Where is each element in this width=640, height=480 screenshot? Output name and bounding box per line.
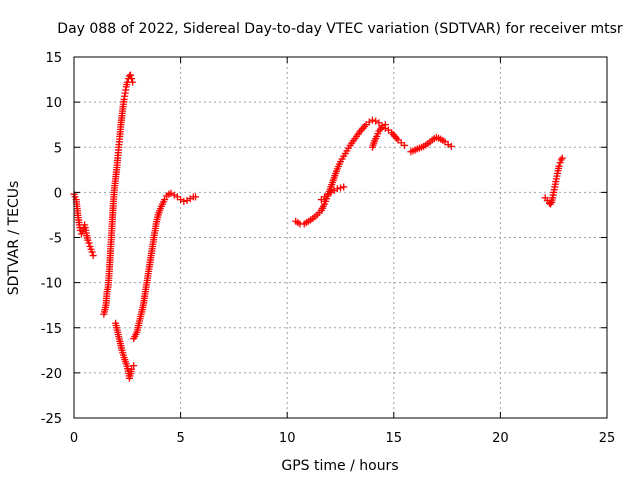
y-tick-label: 15 (45, 51, 62, 66)
data-point (161, 196, 169, 204)
y-tick-label: 10 (45, 96, 62, 111)
y-tick-label: -20 (41, 367, 62, 382)
y-tick-label: 5 (54, 141, 62, 156)
data-point (180, 197, 188, 205)
data-point (88, 248, 96, 256)
data-point (85, 239, 93, 247)
data-point (333, 185, 341, 193)
x-tick-label: 10 (279, 431, 296, 446)
x-tick-label: 0 (70, 431, 78, 446)
x-tick-label: 5 (176, 431, 184, 446)
data-point (192, 193, 200, 201)
data-point (558, 154, 566, 162)
series-segment-6 (317, 183, 348, 204)
ticks-layer: 0 5 10 15 20 25 -25 -20 -15 -10 -5 0 5 10 15 (41, 51, 616, 446)
data-point (126, 71, 134, 79)
series-segment-7 (368, 121, 389, 151)
series-segment-2 (100, 71, 137, 318)
data-point (381, 121, 389, 129)
data-point (128, 365, 136, 373)
data-point (340, 183, 348, 191)
data-point (128, 75, 136, 83)
y-tick-label: -25 (41, 412, 62, 427)
data-point (555, 162, 563, 170)
y-tick-label: 0 (54, 186, 62, 201)
data-point (447, 142, 455, 150)
x-axis-label: GPS time / hours (281, 458, 398, 474)
x-tick-label: 15 (386, 431, 403, 446)
y-tick-label: -15 (41, 322, 62, 337)
y-axis-label: SDTVAR / TECUs (6, 181, 22, 296)
chart-title: Day 088 of 2022, Sidereal Day-to-day VTE… (57, 21, 623, 37)
data-point (129, 78, 137, 86)
data-point (89, 252, 97, 260)
y-tick-label: -10 (41, 277, 62, 292)
series-segment-3 (112, 319, 138, 382)
data-point (400, 141, 408, 149)
data-point (337, 184, 344, 192)
series-segment-8 (407, 133, 455, 156)
series-segment-9 (541, 154, 566, 208)
grid-layer (74, 57, 607, 418)
y-tick-label: -5 (49, 232, 62, 247)
series-segment-4 (130, 189, 200, 343)
x-tick-label: 25 (599, 431, 616, 446)
data-point (368, 116, 376, 124)
x-tick-label: 20 (492, 431, 509, 446)
points-layer (70, 71, 566, 382)
data-point (130, 362, 138, 370)
